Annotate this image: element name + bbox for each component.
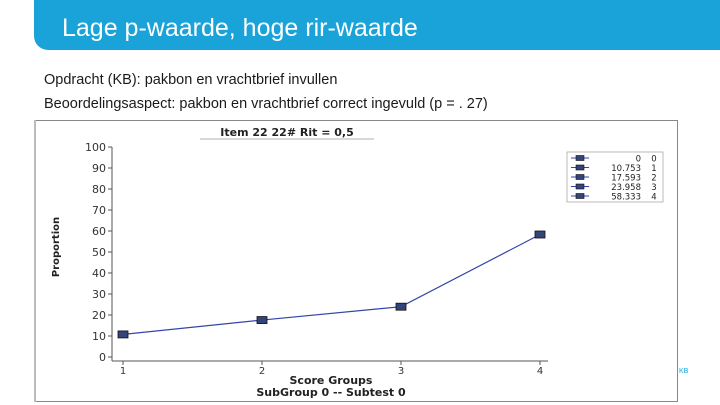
legend-value: 10.753	[611, 164, 641, 174]
data-point	[395, 302, 407, 311]
legend-group: 0	[651, 155, 656, 165]
chart-title: Item 22 22# Rit = 0,5	[220, 126, 353, 139]
y-tick-label: 70	[92, 204, 106, 217]
legend-group: 3	[651, 183, 656, 193]
footer-mark: KB	[679, 368, 689, 375]
data-point	[534, 230, 546, 239]
x-tick-label: 1	[120, 366, 126, 377]
assessment-text: Beoordelingsaspect: pakbon en vrachtbrie…	[44, 96, 488, 112]
y-tick-label: 90	[92, 162, 106, 175]
legend-value: 58.333	[611, 193, 641, 203]
series-line	[122, 233, 541, 336]
y-tick-label: 20	[92, 309, 106, 322]
x-tick-label: 3	[398, 366, 404, 377]
panel-edge	[34, 120, 36, 402]
legend-value: 17.593	[611, 174, 641, 184]
title-bar: Lage p-waarde, hoge rir-waarde	[34, 0, 720, 50]
legend-marker	[575, 193, 585, 199]
x-tick-label: 4	[537, 366, 543, 377]
legend-group: 1	[651, 164, 656, 174]
y-tick-label: 40	[92, 267, 106, 280]
chart-subtitle: SubGroup 0 -- Subtest 0	[256, 386, 406, 399]
legend-marker	[575, 164, 585, 171]
y-tick-label: 30	[92, 288, 106, 301]
legend-group: 4	[651, 193, 656, 203]
y-tick-label: 80	[92, 183, 106, 196]
data-point	[117, 330, 129, 339]
y-tick-label: 50	[92, 246, 106, 259]
x-tick-label: 2	[259, 366, 265, 377]
legend-value: 0	[636, 155, 641, 165]
y-tick-label: 100	[85, 141, 106, 154]
legend-marker	[575, 183, 585, 190]
y-tick-label: 60	[92, 225, 106, 238]
legend-group: 2	[651, 174, 656, 184]
y-tick-label: 10	[92, 330, 106, 343]
x-axis-label: Score Groups	[290, 374, 373, 387]
slide-title: Lage p-waarde, hoge rir-waarde	[62, 14, 418, 42]
data-point	[256, 316, 268, 324]
assignment-text: Opdracht (KB): pakbon en vrachtbrief inv…	[44, 72, 338, 88]
legend-value: 23.958	[611, 183, 641, 193]
legend-marker	[575, 155, 585, 161]
legend-marker	[575, 174, 585, 180]
y-tick-label: 0	[99, 351, 106, 364]
y-axis-label: Proportion	[51, 217, 62, 277]
